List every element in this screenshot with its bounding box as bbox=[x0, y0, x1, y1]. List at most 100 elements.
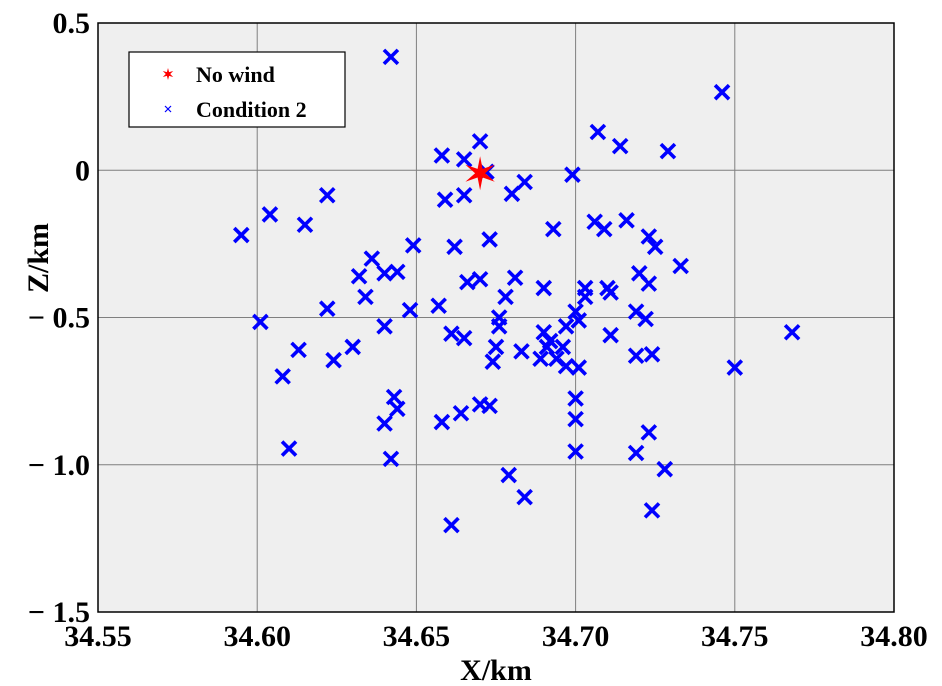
data-point bbox=[433, 413, 451, 431]
data-point bbox=[643, 502, 661, 519]
data-point bbox=[465, 156, 495, 191]
data-point bbox=[481, 231, 498, 248]
data-point bbox=[401, 301, 419, 319]
plot-frame bbox=[97, 22, 895, 613]
y-tick-label: 0 bbox=[75, 154, 90, 187]
data-point bbox=[471, 270, 489, 288]
data-point bbox=[567, 390, 584, 407]
legend-label: No wind bbox=[196, 62, 275, 87]
data-point bbox=[570, 312, 588, 329]
data-point bbox=[640, 228, 658, 245]
x-axis-title: X/km bbox=[460, 654, 532, 686]
data-point bbox=[611, 137, 629, 155]
data-point bbox=[382, 450, 400, 468]
data-point bbox=[516, 173, 533, 191]
data-point bbox=[389, 400, 406, 418]
x-tick-labels: 34.55 34.60 34.65 34.70 34.75 34.80 bbox=[64, 620, 928, 653]
data-point bbox=[627, 347, 645, 365]
data-point bbox=[554, 338, 572, 356]
data-point bbox=[532, 350, 549, 368]
data-point bbox=[376, 265, 393, 282]
data-point bbox=[602, 284, 619, 301]
data-point bbox=[436, 191, 454, 208]
y-tick-labels: 0.5 0 − 0.5 − 1.0 − 1.5 bbox=[28, 7, 90, 629]
data-point bbox=[290, 341, 307, 359]
data-point bbox=[382, 48, 400, 66]
data-point bbox=[557, 318, 575, 335]
x-tick-label: 34.65 bbox=[383, 620, 451, 653]
data-point bbox=[280, 440, 298, 457]
data-point bbox=[535, 279, 553, 297]
data-point bbox=[459, 273, 476, 291]
data-point bbox=[567, 303, 584, 320]
data-point bbox=[404, 237, 422, 254]
data-point bbox=[487, 338, 505, 356]
data-point bbox=[659, 142, 677, 160]
data-point bbox=[318, 187, 336, 204]
x-tick-label: 34.70 bbox=[542, 620, 610, 653]
data-point bbox=[318, 300, 336, 317]
x-tick-label: 34.75 bbox=[701, 620, 769, 653]
y-tick-label: 0.5 bbox=[53, 7, 91, 40]
y-tick-label: − 1.5 bbox=[28, 596, 90, 629]
x-tick-label: 34.60 bbox=[223, 620, 291, 653]
data-point bbox=[618, 212, 635, 229]
data-point bbox=[672, 257, 689, 275]
data-point bbox=[357, 288, 374, 306]
data-point bbox=[576, 288, 594, 306]
legend-marker-x bbox=[164, 105, 172, 113]
data-point bbox=[637, 310, 654, 328]
data-point bbox=[640, 424, 658, 441]
data-point bbox=[363, 250, 381, 267]
data-point bbox=[589, 123, 607, 141]
legend: No wind Condition 2 bbox=[128, 51, 346, 128]
data-point bbox=[500, 466, 518, 484]
data-point bbox=[252, 313, 269, 331]
data-point bbox=[506, 269, 524, 287]
data-point bbox=[602, 326, 619, 344]
data-point bbox=[433, 147, 451, 164]
data-point bbox=[567, 410, 584, 428]
data-point bbox=[713, 83, 731, 101]
data-point bbox=[570, 359, 588, 376]
data-point bbox=[452, 404, 470, 422]
legend-item: No wind bbox=[162, 62, 275, 87]
data-point bbox=[503, 185, 521, 203]
data-point bbox=[296, 216, 314, 234]
data-point bbox=[481, 397, 498, 415]
legend-box bbox=[128, 51, 346, 128]
data-point bbox=[557, 357, 575, 375]
x-tick-label: 34.80 bbox=[860, 620, 928, 653]
data-point bbox=[385, 388, 403, 406]
data-point bbox=[261, 206, 279, 223]
data-point bbox=[646, 238, 664, 256]
data-point bbox=[595, 220, 613, 238]
x-tick-label: 34.55 bbox=[64, 620, 132, 653]
data-point bbox=[640, 275, 658, 292]
legend-item: Condition 2 bbox=[164, 97, 307, 122]
data-point bbox=[389, 263, 406, 281]
data-markers bbox=[233, 48, 801, 534]
data-point bbox=[564, 166, 581, 183]
data-point bbox=[446, 238, 463, 256]
data-point bbox=[490, 318, 508, 335]
data-point bbox=[497, 288, 514, 306]
data-point bbox=[443, 325, 460, 342]
data-point bbox=[376, 415, 393, 432]
data-point bbox=[656, 460, 674, 478]
data-point bbox=[516, 488, 533, 506]
data-point bbox=[627, 444, 645, 462]
data-point bbox=[233, 226, 250, 244]
data-point bbox=[455, 151, 473, 168]
y-tick-label: − 1.0 bbox=[28, 449, 90, 482]
y-axis-title: Z/km bbox=[22, 223, 55, 293]
data-point bbox=[471, 133, 489, 150]
data-point bbox=[643, 346, 661, 363]
data-point bbox=[274, 368, 291, 385]
y-tick-label: − 0.5 bbox=[28, 302, 90, 335]
data-point bbox=[325, 351, 342, 369]
data-point bbox=[545, 220, 562, 238]
data-point bbox=[344, 338, 361, 356]
data-point bbox=[484, 353, 502, 370]
